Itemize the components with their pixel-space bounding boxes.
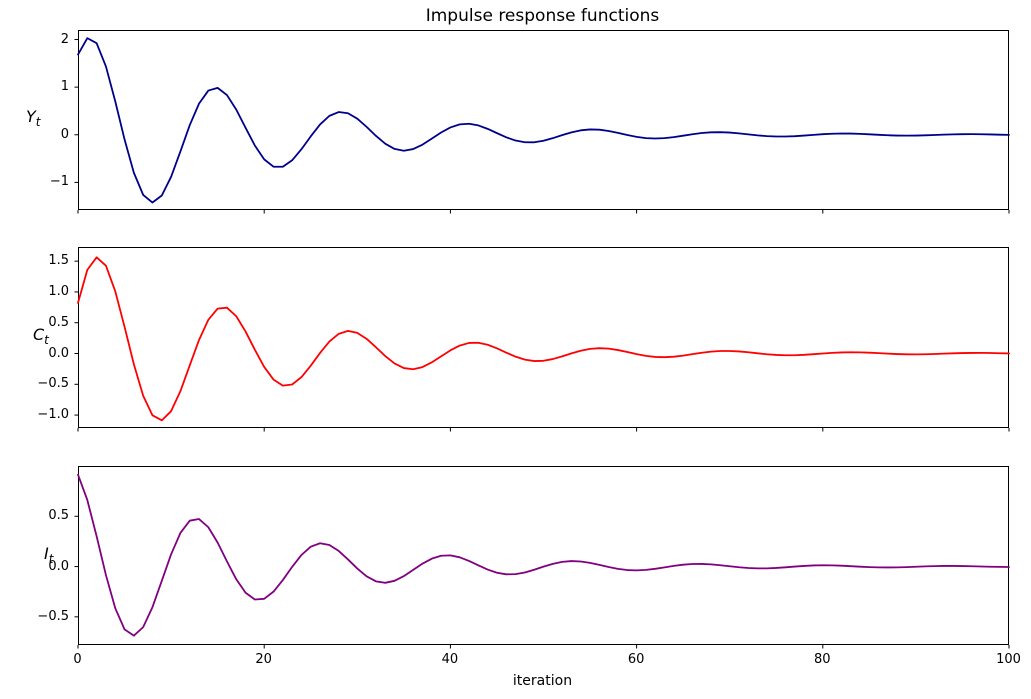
y-tick-label: −0.5: [37, 608, 69, 624]
y-tick-label: −0.5: [37, 376, 69, 392]
y-tick-label: 1.5: [48, 253, 69, 269]
y-axis-label-consumption: Ct: [33, 325, 49, 348]
y-axis-label-investment: It: [44, 544, 54, 567]
x-tick-label: 60: [627, 652, 645, 667]
subplot-investment: [74, 466, 1010, 649]
subplot-consumption: [74, 247, 1010, 432]
subplot-output: [74, 30, 1010, 214]
y-tick-label: 1: [60, 79, 69, 95]
y-tick-label: 0.5: [48, 508, 69, 524]
y-tick-label: 2: [60, 31, 69, 47]
x-tick-label: 0: [73, 652, 82, 667]
line-chart-output: [74, 30, 1010, 214]
line-chart-consumption: [74, 247, 1010, 432]
output-irf-line: [76, 37, 1010, 204]
x-tick-label: 80: [814, 652, 831, 667]
y-tick-label: 0.0: [48, 345, 69, 361]
y-tick-label: 0.5: [48, 314, 69, 330]
investment-irf-line: [76, 473, 1010, 637]
line-chart-investment: [74, 466, 1010, 649]
y-tick-label: 1.0: [48, 283, 69, 299]
x-tick-label: 40: [441, 652, 459, 667]
x-axis-label: iteration: [512, 673, 573, 689]
x-tick-label: 20: [255, 652, 272, 667]
y-tick-label: 0.0: [48, 558, 69, 574]
y-tick-label: 0: [60, 126, 69, 142]
x-tick-label: 100: [996, 652, 1021, 667]
y-tick-label: −1: [49, 174, 69, 190]
axes-frame: [77, 466, 1009, 645]
axes-frame: [77, 247, 1009, 428]
consumption-irf-line: [76, 256, 1010, 422]
axes-frame: [77, 30, 1009, 210]
y-axis-label-output: Yt: [26, 107, 41, 130]
chart-title: Impulse response functions: [425, 6, 660, 26]
y-tick-label: −1.0: [37, 407, 69, 423]
